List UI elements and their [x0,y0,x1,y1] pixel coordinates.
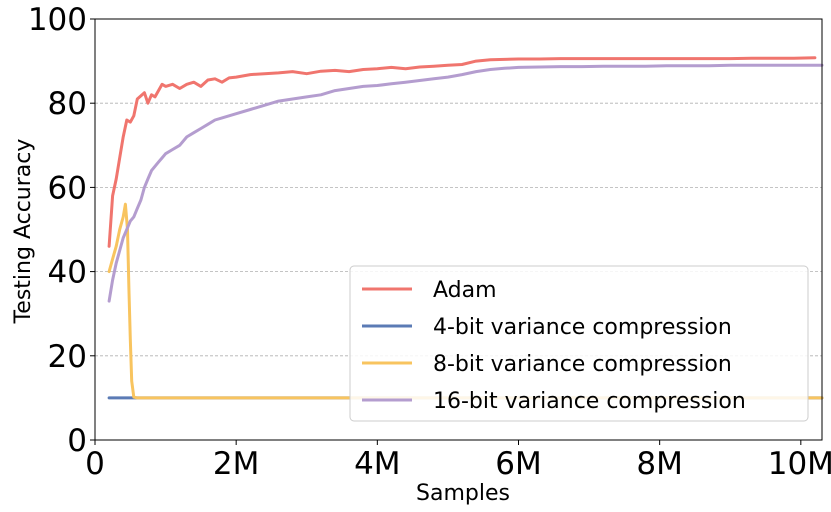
y-tick-label: 40 [48,255,87,291]
x-tick-label: 8M [636,446,682,482]
y-tick-label: 20 [48,339,87,375]
legend-label-3: 8-bit variance compression [433,352,732,377]
legend-label-1: Adam [433,278,497,303]
legend-label-4: 16-bit variance compression [433,389,746,414]
x-tick-label: 6M [495,446,541,482]
tick-labels: 0 2M 4M 6M 8M 10M 0 20 40 60 80 100 [28,2,831,482]
plot-frame [94,18,823,441]
x-tick-label: 4M [354,446,400,482]
series-line-1 [107,56,817,248]
series-line-4 [107,63,824,303]
legend: Adam 4-bit variance compression 8-bit vari… [349,265,809,422]
x-axis-label: Samples [416,481,510,506]
legend-label-2: 4-bit variance compression [433,315,732,340]
legend-box [349,265,809,422]
axes [94,18,823,441]
y-tick-label: 60 [48,170,87,206]
y-tick-label: 0 [67,423,87,459]
x-tick-label: 0 [85,446,105,482]
x-tick-label: 10M [768,446,831,482]
x-tick-label: 2M [213,446,259,482]
y-axis-label: Testing Accuracy [11,139,36,325]
y-tick-label: 100 [28,2,87,38]
y-tick-label: 80 [48,86,87,122]
